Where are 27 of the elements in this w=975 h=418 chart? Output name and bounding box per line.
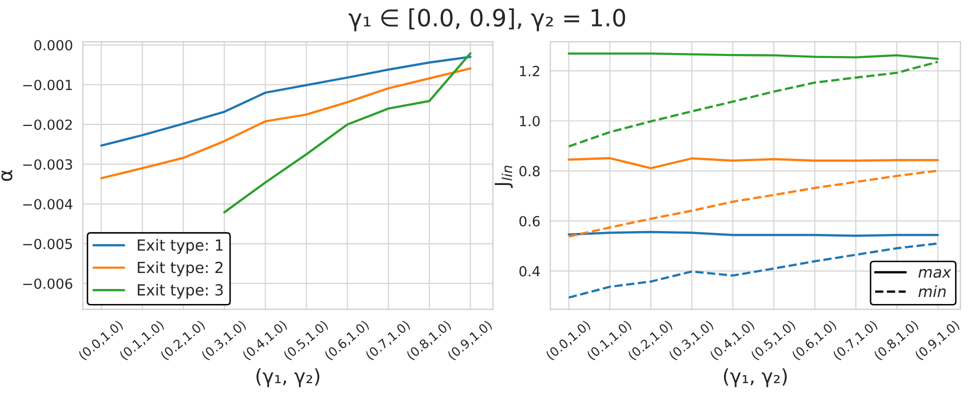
y-tick-label: 1.0 bbox=[520, 116, 540, 126]
legend-label: Exit type: 2 bbox=[138, 261, 222, 276]
annotation: max bbox=[918, 269, 952, 278]
y-tick-label: −0.002 bbox=[23, 119, 72, 130]
x-axis-title: (γ₁, γ₂) bbox=[256, 368, 320, 388]
annotation: min bbox=[918, 285, 946, 297]
y-tick-label: −0.006 bbox=[23, 278, 72, 289]
line-series bbox=[223, 52, 472, 214]
y-tick-label: 0.000 bbox=[34, 40, 72, 50]
y-tick-label: 0.8 bbox=[519, 166, 540, 176]
x-axis-title: (γ₁, γ₂) bbox=[724, 368, 787, 388]
line-series bbox=[568, 170, 939, 238]
line-series bbox=[100, 56, 472, 147]
y-axis-title: J$_{lin}$ bbox=[494, 166, 513, 188]
y-tick-label: −0.004 bbox=[23, 198, 72, 210]
legend-label: Exit type: 3 bbox=[138, 284, 223, 299]
legend-label: Exit type: 1 bbox=[138, 238, 223, 254]
y-axis-title: α bbox=[1, 170, 12, 181]
y-tick-label: −0.003 bbox=[23, 159, 72, 170]
y-tick-label: −0.001 bbox=[23, 80, 72, 90]
chart-title: γ₁ ∈ [0.0, 0.9], γ₂ = 1.0 bbox=[348, 8, 626, 32]
y-tick-label: 0.6 bbox=[519, 216, 540, 226]
y-tick-label: 0.4 bbox=[519, 266, 540, 277]
y-tick-label: −0.005 bbox=[23, 238, 72, 250]
y-tick-label: 1.2 bbox=[520, 66, 540, 76]
line-series bbox=[100, 67, 472, 180]
line-series bbox=[568, 157, 939, 170]
